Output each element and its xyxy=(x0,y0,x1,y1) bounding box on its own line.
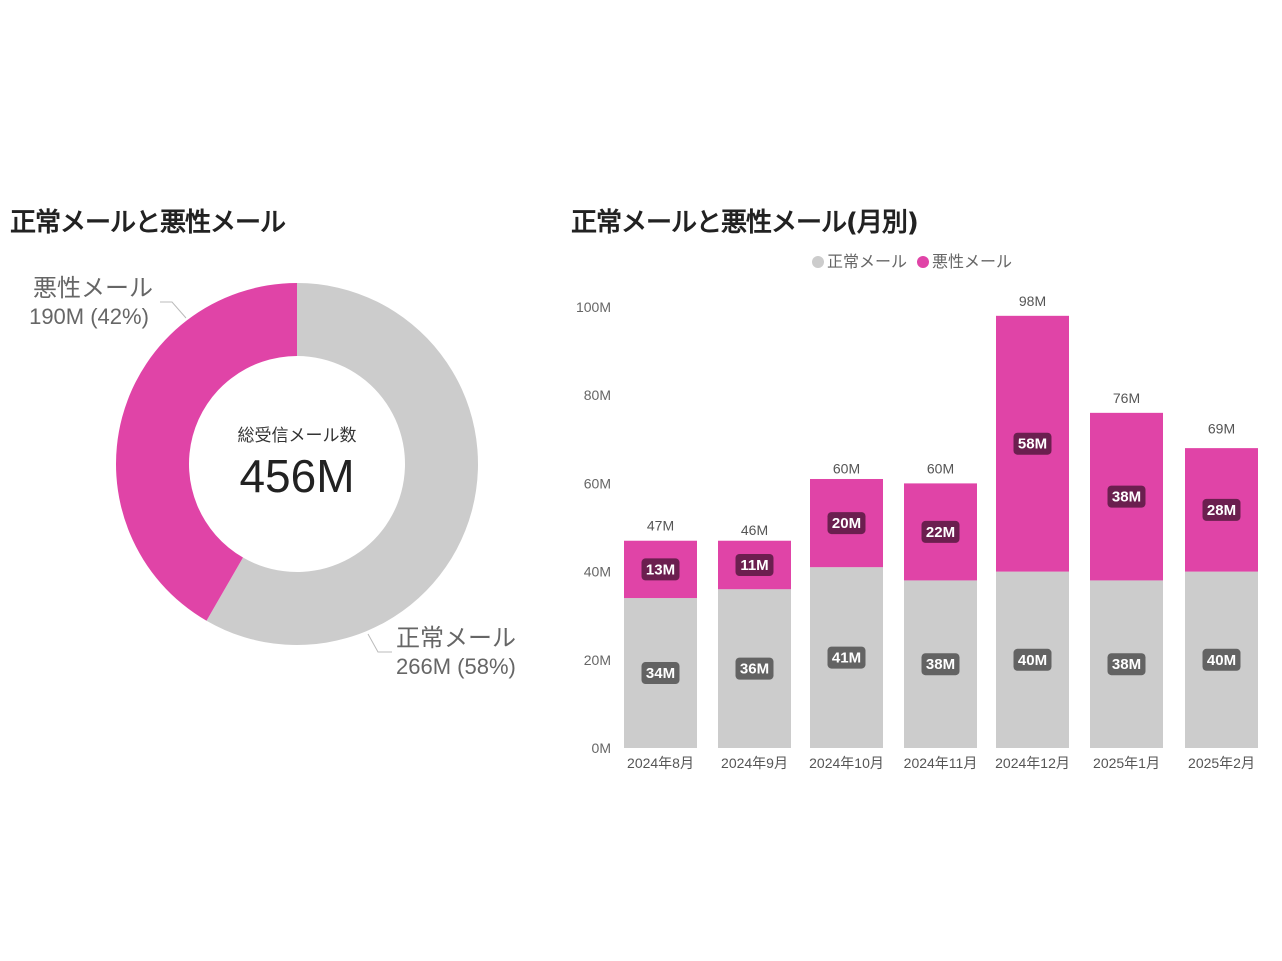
x-tick-label: 2024年8月 xyxy=(627,755,694,771)
y-tick-label: 20M xyxy=(584,652,611,668)
x-tick-label: 2024年12月 xyxy=(995,755,1070,771)
donut-leader-line-malicious xyxy=(160,301,187,319)
x-tick-label: 2025年2月 xyxy=(1188,755,1255,771)
bar-label-normal-bg xyxy=(1202,648,1241,671)
x-tick-label: 2024年9月 xyxy=(721,755,788,771)
bar-label-normal: 38M xyxy=(1112,656,1141,673)
donut-label-malicious-name: 悪性メール xyxy=(33,275,153,302)
bar-label-normal: 41M xyxy=(832,650,861,667)
donut-label-malicious-value: 190M (42%) xyxy=(29,304,149,329)
bar-label-malicious: 28M xyxy=(1207,502,1236,519)
bar-label-malicious: 58M xyxy=(1018,436,1047,453)
bar-label-malicious: 38M xyxy=(1112,489,1141,506)
x-tick-label: 2025年1月 xyxy=(1093,755,1160,771)
y-tick-label: 100M xyxy=(576,299,611,315)
bar-label-normal-bg xyxy=(735,657,774,680)
donut-slice-malicious xyxy=(115,283,297,621)
x-tick-label: 2024年10月 xyxy=(809,755,884,771)
bar-total-label: 47M xyxy=(647,518,674,534)
donut-slice-normal xyxy=(206,283,478,645)
donut-center-label: 総受信メール数 xyxy=(238,426,357,445)
bar-total-label: 60M xyxy=(833,460,860,476)
bar-label-normal: 38M xyxy=(926,656,955,673)
bar-label-malicious-bg xyxy=(1107,485,1146,508)
bar-label-normal: 40M xyxy=(1018,652,1047,669)
bar-label-malicious-bg xyxy=(921,520,960,543)
bar-label-normal: 40M xyxy=(1207,652,1236,669)
bar-label-malicious-bg xyxy=(641,558,680,581)
donut-label-normal-name: 正常メール xyxy=(396,625,516,652)
bar-label-normal-bg xyxy=(921,653,960,676)
y-tick-label: 80M xyxy=(584,387,611,403)
bar-label-normal-bg xyxy=(641,662,680,685)
donut-leader-line-normal xyxy=(367,633,392,653)
bar-total-label: 76M xyxy=(1113,390,1140,406)
bar-label-normal: 36M xyxy=(740,661,769,678)
y-tick-label: 0M xyxy=(592,740,611,756)
bar-label-normal-bg xyxy=(1013,648,1052,671)
bar-total-label: 69M xyxy=(1208,421,1235,437)
legend-marker-malicious xyxy=(917,256,929,268)
bar-label-normal-bg xyxy=(1107,653,1146,676)
legend-label-malicious: 悪性メール xyxy=(932,253,1012,271)
bar-label-malicious: 13M xyxy=(646,561,675,578)
bar-label-malicious: 22M xyxy=(926,524,955,541)
bar-chart-title: 正常メールと悪性メール(月別) xyxy=(571,208,919,238)
bar-total-label: 98M xyxy=(1019,293,1046,309)
y-tick-label: 40M xyxy=(584,564,611,580)
donut-label-normal-value: 266M (58%) xyxy=(396,654,516,679)
bar-label-normal: 34M xyxy=(646,665,675,682)
bar-total-label: 46M xyxy=(741,522,768,538)
legend-marker-normal xyxy=(812,256,824,268)
donut-chart-title: 正常メールと悪性メール xyxy=(10,208,286,238)
x-tick-label: 2024年11月 xyxy=(904,755,978,771)
bar-label-malicious-bg xyxy=(1202,498,1241,521)
bar-label-malicious: 20M xyxy=(832,515,861,532)
bar-label-malicious-bg xyxy=(827,512,866,535)
bar-label-malicious: 11M xyxy=(740,557,768,574)
bar-label-malicious-bg xyxy=(735,553,774,576)
bar-label-normal-bg xyxy=(827,646,866,669)
bar-label-malicious-bg xyxy=(1013,432,1052,455)
legend-label-normal: 正常メール xyxy=(827,253,907,271)
y-tick-label: 60M xyxy=(584,475,611,491)
donut-center-value: 456M xyxy=(239,450,354,502)
bar-total-label: 60M xyxy=(927,460,954,476)
